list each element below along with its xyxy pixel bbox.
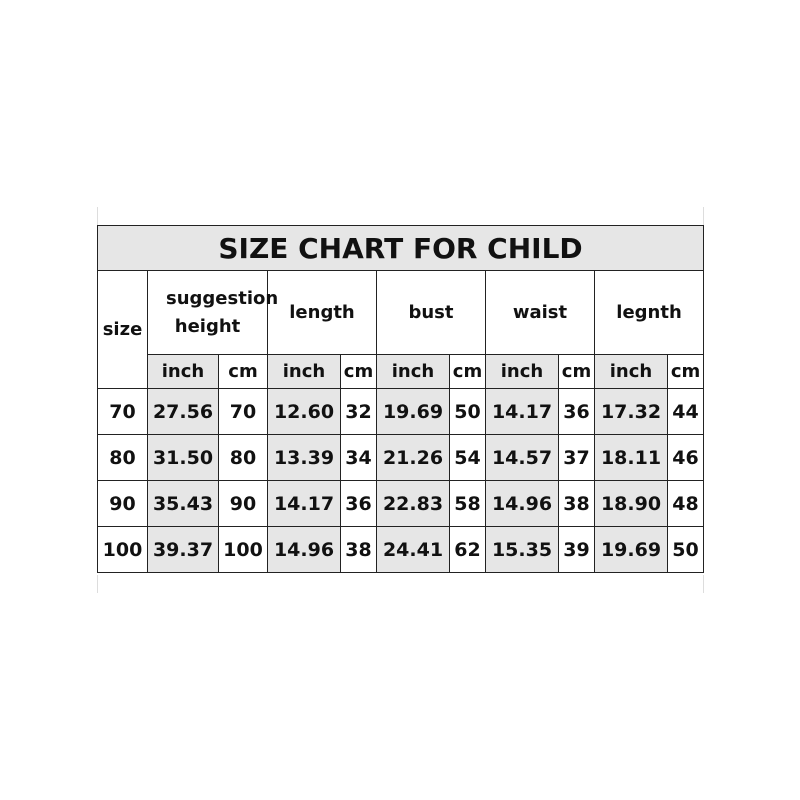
unit-inch: inch [485, 354, 559, 389]
inch-cell: 18.11 [594, 434, 668, 481]
cm-cell: 50 [449, 388, 486, 435]
unit-cm: cm [449, 354, 486, 389]
cm-cell: 36 [340, 480, 377, 527]
cm-cell: 44 [666, 388, 705, 435]
unit-inch: inch [267, 354, 341, 389]
size-chart-table: SIZE CHART FOR CHILD size suggestion hei… [96, 225, 705, 573]
table-row: 70 27.56 70 12.60 32 19.69 50 14.17 36 17.32 44 [97, 388, 705, 435]
unit-inch: inch [147, 354, 219, 389]
unit-inch: inch [376, 354, 450, 389]
inch-cell: 14.96 [485, 480, 559, 527]
table-row: 100 39.37 100 14.96 38 24.41 62 15.35 39 19.69 50 [97, 526, 705, 573]
header-waist: waist [485, 270, 595, 355]
inch-cell: 14.17 [485, 388, 559, 435]
cm-cell: 70 [218, 388, 268, 435]
cm-cell: 32 [340, 388, 377, 435]
inch-cell: 27.56 [147, 388, 219, 435]
inch-cell: 39.37 [147, 526, 219, 573]
inch-cell: 13.39 [267, 434, 341, 481]
inch-cell: 19.69 [376, 388, 450, 435]
unit-cm: cm [218, 354, 268, 389]
inch-cell: 12.60 [267, 388, 341, 435]
cm-cell: 37 [558, 434, 595, 481]
unit-inch: inch [594, 354, 668, 389]
unit-cm: cm [558, 354, 595, 389]
cm-cell: 50 [666, 526, 705, 573]
header-length: length [267, 270, 377, 355]
inch-cell: 35.43 [147, 480, 219, 527]
inch-cell: 19.69 [594, 526, 668, 573]
unit-cm: cm [340, 354, 377, 389]
inch-cell: 22.83 [376, 480, 450, 527]
cm-cell: 48 [666, 480, 705, 527]
cm-cell: 90 [218, 480, 268, 527]
crop-guide [703, 575, 704, 593]
inch-cell: 14.57 [485, 434, 559, 481]
inch-cell: 31.50 [147, 434, 219, 481]
cm-cell: 34 [340, 434, 377, 481]
crop-guide [703, 207, 704, 225]
cm-cell: 38 [558, 480, 595, 527]
table-row: 90 35.43 90 14.17 36 22.83 58 14.96 38 18.90 48 [97, 480, 705, 527]
cm-cell: 36 [558, 388, 595, 435]
header-size: size [97, 270, 148, 389]
cm-cell: 39 [558, 526, 595, 573]
chart-title: SIZE CHART FOR CHILD [96, 225, 705, 271]
inch-cell: 17.32 [594, 388, 668, 435]
cm-cell: 38 [340, 526, 377, 573]
cm-cell: 62 [449, 526, 486, 573]
header-suggestion-height: suggestion height [147, 270, 278, 355]
inch-cell: 21.26 [376, 434, 450, 481]
size-cell: 100 [97, 526, 148, 573]
inch-cell: 18.90 [594, 480, 668, 527]
cm-cell: 100 [218, 526, 268, 573]
inch-cell: 14.17 [267, 480, 341, 527]
cm-cell: 46 [666, 434, 705, 481]
cm-cell: 54 [449, 434, 486, 481]
size-cell: 70 [97, 388, 148, 435]
table-row: 80 31.50 80 13.39 34 21.26 54 14.57 37 18.11 46 [97, 434, 705, 481]
inch-cell: 14.96 [267, 526, 341, 573]
inch-cell: 24.41 [376, 526, 450, 573]
inch-cell: 15.35 [485, 526, 559, 573]
size-cell: 90 [97, 480, 148, 527]
size-cell: 80 [97, 434, 148, 481]
crop-guide [97, 575, 98, 593]
cm-cell: 80 [218, 434, 268, 481]
unit-cm: cm [666, 354, 705, 389]
header-legnth: legnth [593, 270, 705, 355]
crop-guide [97, 207, 98, 225]
header-bust: bust [376, 270, 486, 355]
cm-cell: 58 [449, 480, 486, 527]
